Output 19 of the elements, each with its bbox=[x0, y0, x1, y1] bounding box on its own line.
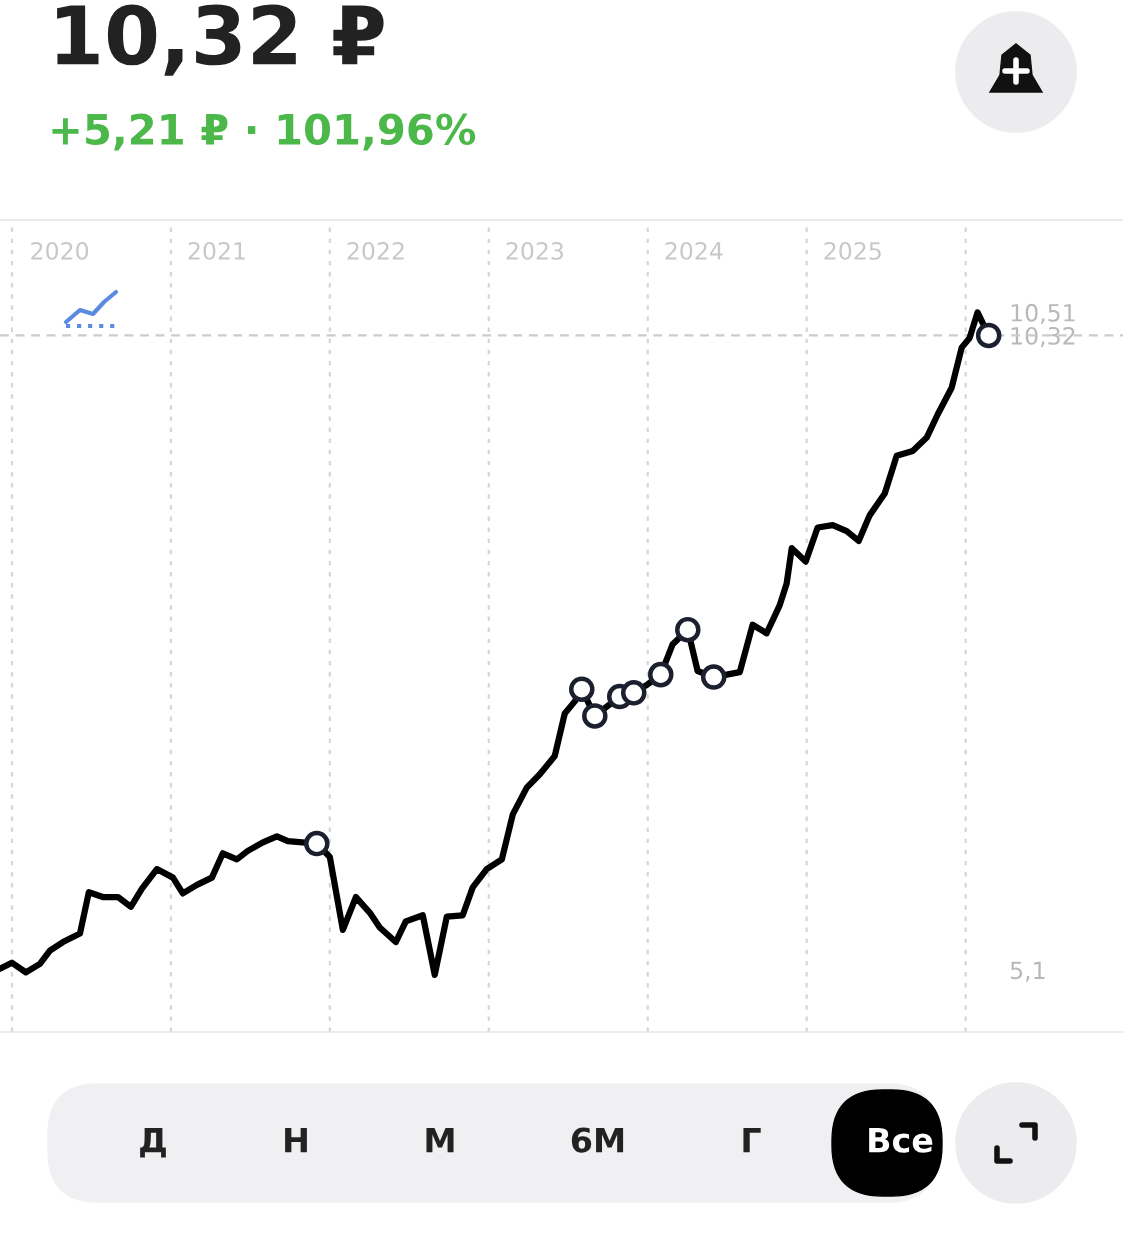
chart-subtitle: +5,21 ₽ · 101,96% bbox=[52, 113, 476, 151]
y-tick-label: 10,32 bbox=[1011, 326, 1075, 348]
point bbox=[620, 680, 647, 706]
point bbox=[675, 616, 701, 643]
point bbox=[582, 703, 608, 729]
text: 6М bbox=[571, 1127, 624, 1153]
text: Г bbox=[743, 1127, 761, 1153]
text: Н bbox=[285, 1127, 307, 1153]
text: Все bbox=[869, 1127, 933, 1153]
point bbox=[569, 676, 595, 702]
text: М bbox=[426, 1127, 454, 1153]
text: Д bbox=[140, 1127, 166, 1158]
point bbox=[975, 322, 1002, 349]
point bbox=[648, 661, 674, 688]
chart-title: 10,32 ₽ bbox=[57, 4, 384, 76]
y-tick-label: 10,51 bbox=[1011, 303, 1075, 325]
y-tick-label: 5,1 bbox=[1010, 961, 1045, 982]
point bbox=[304, 830, 330, 857]
point bbox=[700, 664, 727, 690]
